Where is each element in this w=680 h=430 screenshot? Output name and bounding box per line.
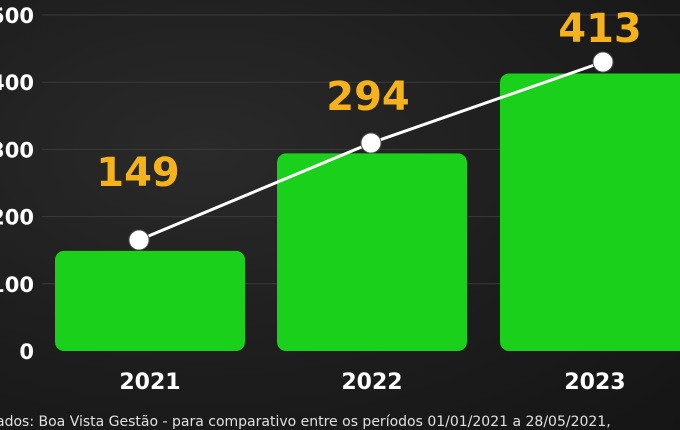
trend-point — [592, 51, 614, 73]
trend-points — [128, 51, 614, 251]
trend-point — [360, 132, 382, 154]
y-tick-label: 500 — [0, 4, 34, 28]
y-tick-label: 200 — [0, 206, 34, 230]
source-footnote: ados: Boa Vista Gestão - para comparativ… — [0, 414, 611, 430]
bars — [55, 73, 680, 351]
bar — [55, 250, 245, 351]
x-axis-categories: 2021 2022 2023 — [119, 370, 625, 395]
trend-point — [128, 229, 150, 251]
y-tick-label: 400 — [0, 71, 34, 95]
y-tick-label: 300 — [0, 138, 34, 162]
data-label: 294 — [326, 74, 410, 120]
data-label: 413 — [558, 6, 642, 52]
x-category-label: 2022 — [341, 370, 402, 395]
bar — [500, 73, 680, 351]
y-tick-label: 0 — [19, 340, 34, 364]
y-axis-ticks: 0 100 200 300 400 500 — [0, 4, 34, 364]
x-category-label: 2021 — [119, 370, 180, 395]
y-tick-label: 100 — [0, 273, 34, 297]
data-labels: 149 294 413 — [96, 6, 642, 196]
bar — [277, 153, 467, 351]
data-label: 149 — [96, 150, 180, 196]
x-category-label: 2023 — [564, 370, 625, 395]
